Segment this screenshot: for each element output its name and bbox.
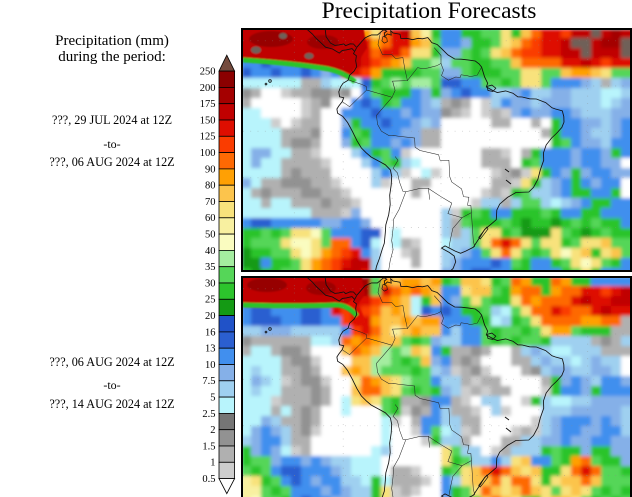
svg-text:70: 70: [205, 197, 216, 208]
svg-text:200: 200: [200, 83, 216, 94]
svg-text:0.5: 0.5: [202, 474, 215, 485]
svg-text:250: 250: [200, 67, 216, 78]
svg-text:7.5: 7.5: [202, 376, 215, 387]
svg-text:30: 30: [205, 278, 216, 289]
svg-text:1: 1: [210, 458, 215, 469]
svg-text:90: 90: [205, 164, 216, 175]
svg-text:35: 35: [205, 262, 216, 273]
svg-text:40: 40: [205, 246, 216, 257]
svg-text:150: 150: [200, 115, 216, 126]
svg-text:5: 5: [210, 393, 215, 404]
svg-text:175: 175: [200, 99, 216, 110]
svg-text:25: 25: [205, 295, 216, 306]
svg-text:2.5: 2.5: [202, 409, 215, 420]
svg-text:10: 10: [205, 360, 216, 371]
svg-text:2: 2: [210, 425, 215, 436]
svg-text:125: 125: [200, 132, 216, 143]
svg-text:20: 20: [205, 311, 216, 322]
svg-text:60: 60: [205, 213, 216, 224]
svg-text:100: 100: [200, 148, 216, 159]
svg-text:1.5: 1.5: [202, 441, 215, 452]
svg-text:80: 80: [205, 181, 216, 192]
svg-text:13: 13: [205, 344, 216, 355]
svg-text:16: 16: [205, 327, 216, 338]
svg-text:50: 50: [205, 230, 216, 241]
